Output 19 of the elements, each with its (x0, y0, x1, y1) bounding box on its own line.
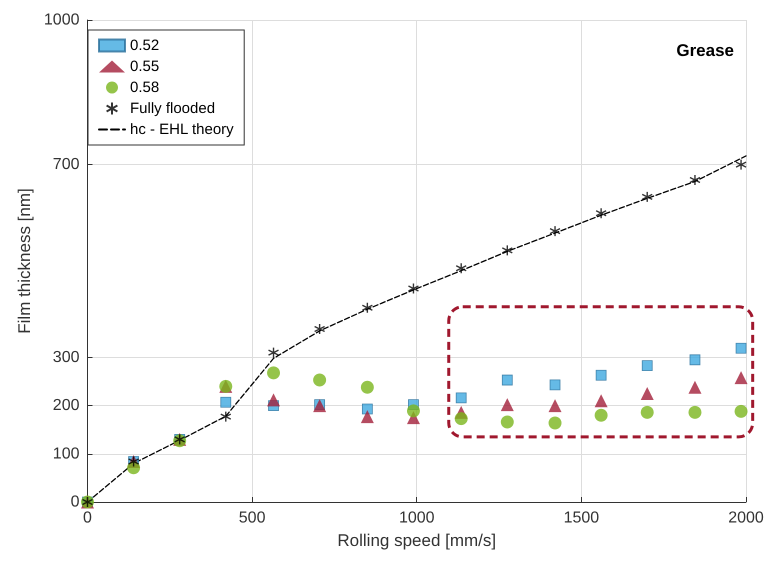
y-tick-label: 1000 (44, 12, 80, 28)
legend-label: 0.58 (130, 79, 160, 96)
y-tick-label: 200 (52, 397, 80, 414)
y-tick-label: 700 (52, 156, 80, 174)
y-tick-label: 100 (52, 445, 80, 462)
legend-label: Fully flooded (130, 100, 216, 117)
x-tick-label: 0 (83, 510, 92, 526)
legend-label: hc - EHL theory (130, 121, 234, 138)
legend-label: 0.52 (130, 37, 160, 54)
annotation: Grease (676, 41, 734, 60)
x-tick-label: 2000 (728, 510, 764, 526)
x-axis-title: Rolling speed [mm/s] (337, 531, 496, 550)
y-tick-label: 300 (52, 348, 80, 366)
y-axis-title: Film thickness [nm] (15, 188, 34, 334)
x-tick-label: 1500 (564, 510, 600, 526)
x-tick-label: 500 (238, 510, 266, 526)
legend-label: 0.55 (130, 58, 160, 75)
y-tick-label: 0 (70, 494, 80, 510)
x-tick-label: 1000 (398, 510, 435, 526)
